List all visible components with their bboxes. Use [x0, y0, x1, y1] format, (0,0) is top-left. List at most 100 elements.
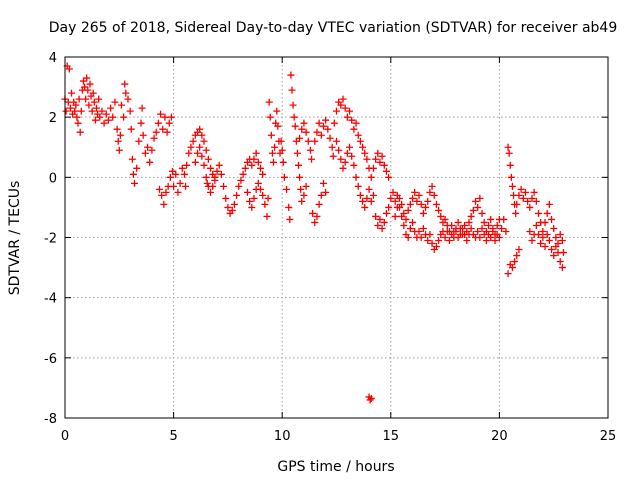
data-point: [474, 227, 482, 235]
data-point: [304, 137, 312, 145]
data-point: [207, 188, 215, 196]
data-point: [366, 396, 374, 404]
data-point: [558, 264, 566, 272]
y-tick-label: -8: [44, 412, 57, 427]
data-point: [356, 191, 364, 199]
data-point: [91, 116, 99, 124]
data-point: [71, 107, 79, 115]
y-tick-label: 4: [49, 51, 57, 66]
data-point: [521, 188, 529, 196]
data-point: [487, 234, 495, 241]
data-point: [285, 203, 293, 211]
data-point: [114, 137, 122, 145]
data-point: [380, 161, 388, 169]
data-point: [398, 200, 406, 208]
data-point: [382, 167, 390, 175]
data-point: [159, 125, 167, 133]
data-point: [200, 161, 208, 169]
data-point: [487, 215, 495, 223]
data-point: [268, 149, 276, 157]
data-point: [176, 179, 184, 187]
data-point: [369, 164, 377, 172]
data-point: [354, 131, 362, 139]
data-point: [374, 221, 382, 229]
data-point: [148, 146, 156, 154]
data-point: [482, 237, 490, 245]
data-point: [220, 182, 228, 190]
data-point: [478, 209, 486, 217]
data-point: [322, 116, 330, 124]
data-point: [296, 134, 304, 142]
data-point: [532, 197, 540, 205]
data-point: [222, 194, 230, 202]
data-point: [215, 161, 223, 169]
data-point: [243, 188, 251, 196]
data-point: [517, 185, 525, 193]
data-point: [209, 182, 217, 190]
data-point: [122, 89, 130, 97]
data-point: [324, 125, 332, 133]
data-point: [248, 161, 256, 169]
data-point: [271, 143, 279, 151]
data-point: [343, 149, 351, 157]
data-point: [515, 191, 523, 199]
data-point: [198, 131, 206, 139]
data-point: [259, 170, 267, 178]
data-point: [274, 122, 282, 130]
data-point: [350, 161, 358, 169]
data-point: [528, 237, 536, 245]
data-point: [120, 113, 128, 121]
data-point: [189, 137, 197, 145]
x-tick-label: 5: [169, 429, 177, 444]
data-point: [72, 101, 80, 109]
data-point: [463, 237, 471, 245]
data-point: [491, 237, 499, 245]
data-point: [259, 191, 267, 199]
data-point: [204, 155, 212, 163]
data-point: [348, 116, 356, 124]
data-point: [166, 173, 174, 181]
data-point: [363, 194, 371, 202]
data-point: [504, 270, 512, 278]
data-point: [117, 101, 125, 109]
data-point: [363, 155, 371, 163]
data-point: [270, 158, 278, 166]
data-point: [89, 89, 97, 97]
data-point: [121, 80, 129, 88]
data-point: [289, 101, 297, 109]
data-point: [504, 143, 512, 151]
data-point: [250, 155, 258, 163]
data-point: [333, 137, 340, 145]
data-point: [346, 143, 354, 151]
data-point: [300, 191, 308, 199]
data-point: [428, 240, 436, 248]
data-point: [402, 215, 410, 223]
data-point: [83, 74, 91, 82]
data-point: [493, 221, 501, 229]
data-point: [424, 197, 432, 205]
data-point: [76, 128, 84, 136]
data-point: [458, 224, 466, 232]
data-point: [472, 197, 480, 205]
data-point: [437, 212, 445, 220]
data-point: [550, 252, 558, 260]
data-point: [380, 218, 388, 226]
data-point: [452, 227, 460, 235]
data-point: [191, 158, 199, 166]
data-point: [341, 104, 349, 112]
data-point: [96, 113, 104, 121]
data-point: [559, 249, 567, 257]
data-point: [352, 173, 360, 181]
data-point: [294, 161, 302, 169]
data-point: [395, 194, 403, 202]
data-point: [319, 122, 327, 130]
data-point: [454, 218, 462, 226]
data-point: [382, 209, 390, 217]
x-tick-labels: 0 5 10 15 20 25: [61, 429, 616, 444]
data-point: [508, 264, 516, 272]
data-point: [545, 200, 553, 208]
data-point: [415, 191, 423, 199]
data-point: [467, 212, 475, 220]
data-point: [306, 146, 314, 154]
data-point: [157, 110, 165, 118]
